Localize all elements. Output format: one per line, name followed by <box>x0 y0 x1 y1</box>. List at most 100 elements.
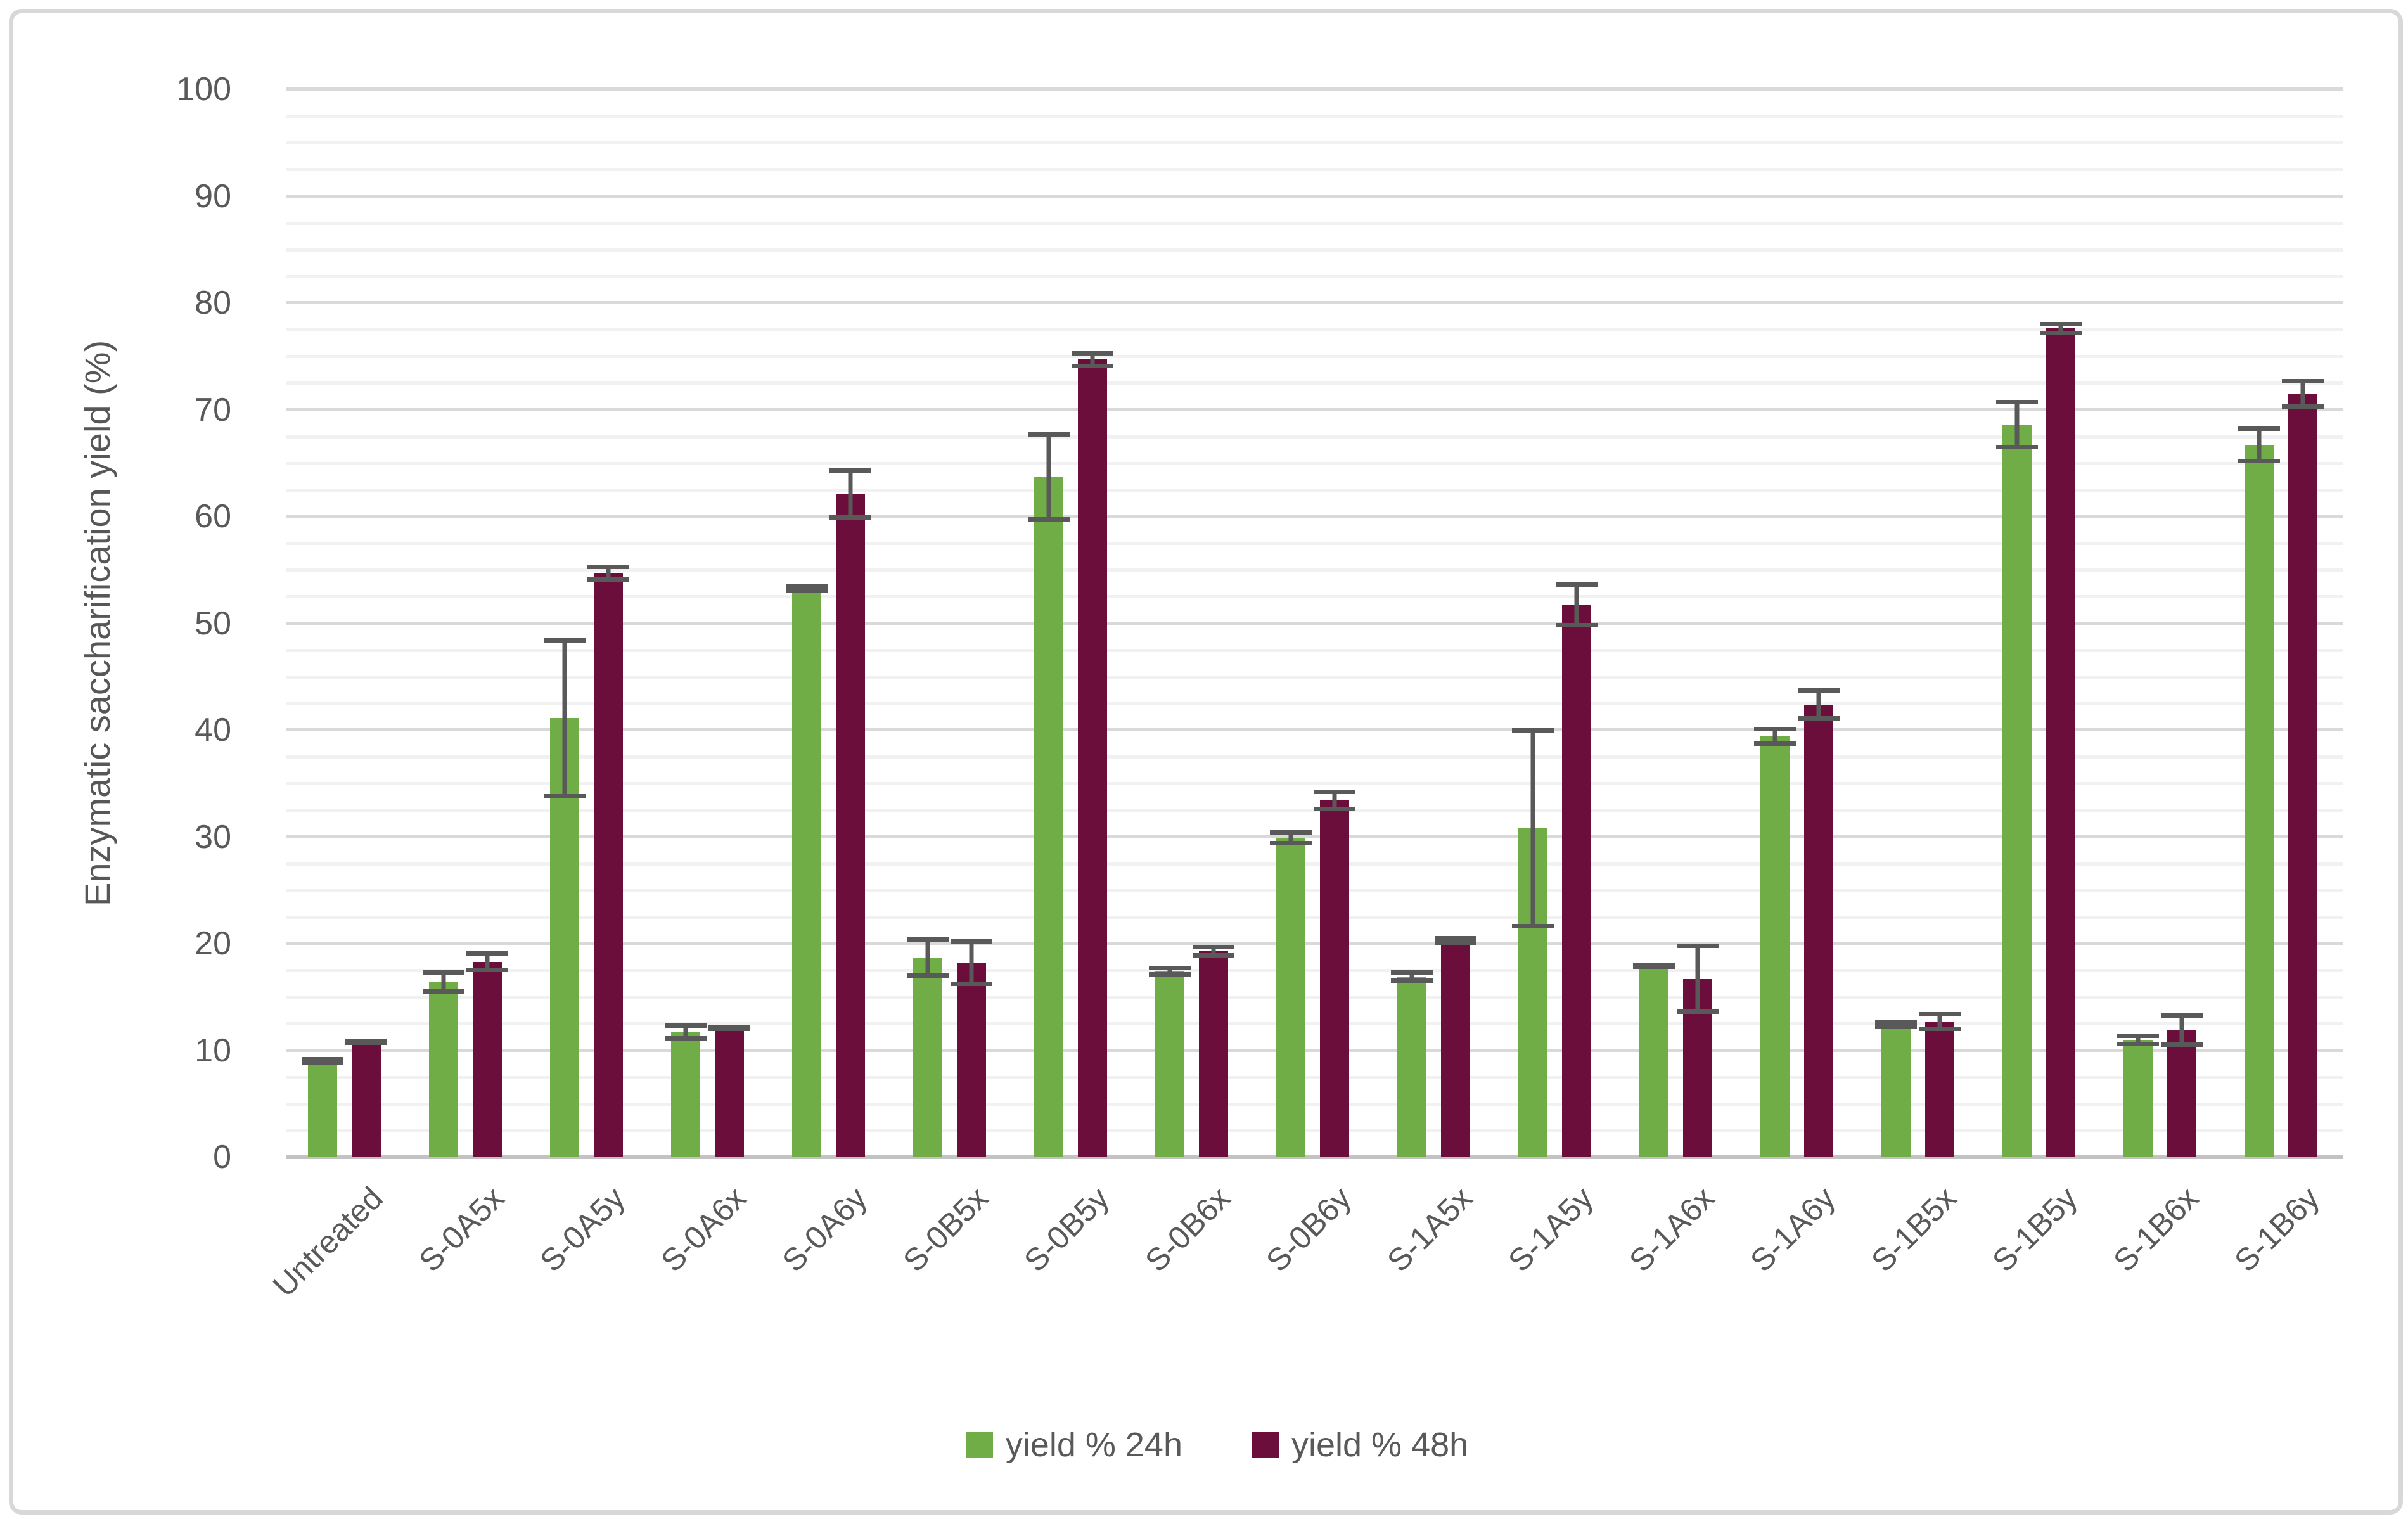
error-bar-whisker <box>848 468 853 520</box>
error-bar-whisker <box>2058 322 2063 335</box>
legend-label-48h: yield % 48h <box>1291 1426 1469 1464</box>
error-bar-cap-bottom <box>1390 978 1433 984</box>
minor-gridline <box>286 328 2343 332</box>
bar-48h-S-1B6x <box>2167 1030 2196 1157</box>
error-bar-cap-top <box>1149 966 1191 971</box>
error-bar-24h-S-0A5x <box>423 970 465 994</box>
error-bar-48h-S-0B5y <box>1072 350 1114 368</box>
error-bar-24h-S-1B5x <box>1874 1020 1917 1029</box>
minor-gridline <box>286 888 2343 892</box>
bar-24h-S-1B5y <box>2002 425 2032 1157</box>
error-bar-whisker <box>969 939 974 987</box>
error-bar-cap-bottom <box>1028 517 1070 522</box>
major-gridline <box>286 835 2343 838</box>
minor-gridline <box>286 862 2343 866</box>
minor-gridline <box>286 782 2343 786</box>
error-bar-24h-S-0B6x <box>1149 966 1191 977</box>
bar-24h-S-0B5x <box>913 957 943 1157</box>
error-bar-48h-S-0A6y <box>829 468 872 520</box>
error-bar-whisker <box>1772 726 1777 747</box>
error-bar-cap-top <box>2281 378 2324 383</box>
major-gridline <box>286 87 2343 91</box>
error-bar-24h-Untreated <box>302 1056 344 1066</box>
minor-gridline <box>286 675 2343 679</box>
bar-48h-S-0B5x <box>957 963 987 1157</box>
minor-gridline <box>286 648 2343 652</box>
error-bar-cap-bottom <box>587 577 630 582</box>
error-bar-24h-S-0B6y <box>1270 830 1312 845</box>
bar-24h-Untreated <box>308 1061 338 1157</box>
error-bar-cap-top <box>302 1056 344 1061</box>
minor-gridline <box>286 274 2343 278</box>
error-bar-48h-S-0B6y <box>1314 790 1355 812</box>
error-bar-cap-bottom <box>1555 623 1598 628</box>
error-bar-cap-top <box>1193 944 1235 949</box>
error-bar-whisker <box>2257 426 2262 463</box>
bar-48h-S-0B5y <box>1078 359 1108 1157</box>
error-bar-24h-S-1B5y <box>1995 400 2038 449</box>
y-axis-title: Enzymatic saccharification yield (%) <box>77 340 117 907</box>
minor-gridline <box>286 969 2343 973</box>
minor-gridline <box>286 1075 2343 1079</box>
error-bar-cap-bottom <box>302 1061 344 1066</box>
minor-gridline <box>286 915 2343 919</box>
error-bar-cap-bottom <box>2117 1041 2159 1046</box>
error-bar-48h-S-0A5y <box>587 564 630 582</box>
error-bar-cap-bottom <box>1995 444 2038 449</box>
error-bar-whisker <box>1816 688 1821 721</box>
x-category-label-S-1B6y: S-1B6y <box>2227 1180 2326 1279</box>
error-bar-cap-top <box>423 970 465 975</box>
bar-24h-S-1B6y <box>2244 445 2274 1157</box>
error-bar-whisker <box>1046 432 1051 522</box>
error-bar-whisker <box>1937 1011 1942 1032</box>
minor-gridline <box>286 488 2343 492</box>
error-bar-whisker <box>1409 970 1414 984</box>
plot-area <box>286 87 2343 1159</box>
error-bar-whisker <box>441 970 446 994</box>
x-category-label-S-0A6x: S-0A6x <box>654 1180 753 1279</box>
legend-swatch-24h <box>966 1432 993 1458</box>
error-bar-cap-bottom <box>466 968 509 973</box>
legend-item-24h: yield % 24h <box>966 1425 1182 1465</box>
error-bar-24h-S-1A6x <box>1632 963 1675 970</box>
major-gridline <box>286 301 2343 304</box>
x-category-label-S-1A5x: S-1A5x <box>1380 1180 1479 1279</box>
error-bar-24h-S-1A6y <box>1753 726 1796 747</box>
major-gridline <box>286 194 2343 198</box>
error-bar-48h-S-1B5x <box>1918 1011 1961 1032</box>
minor-gridline <box>286 141 2343 145</box>
minor-gridline <box>286 1022 2343 1026</box>
error-bar-cap-top <box>2238 426 2280 432</box>
minor-gridline <box>286 702 2343 705</box>
major-gridline <box>286 1048 2343 1052</box>
error-bar-48h-S-1A6y <box>1797 688 1840 721</box>
error-bar-48h-S-0B6x <box>1193 944 1235 958</box>
error-bar-cap-top <box>1555 582 1598 587</box>
minor-gridline <box>286 1129 2343 1132</box>
error-bar-whisker <box>485 951 490 973</box>
major-gridline <box>286 728 2343 731</box>
error-bar-cap-bottom <box>1874 1024 1917 1029</box>
error-bar-whisker <box>925 937 930 978</box>
bar-48h-S-0A6y <box>836 494 866 1157</box>
error-bar-24h-S-1A5x <box>1390 970 1433 984</box>
error-bar-cap-top <box>1676 944 1719 948</box>
error-bar-cap-top <box>2039 322 2082 327</box>
bar-24h-S-1A5x <box>1397 977 1426 1157</box>
error-bar-cap-top <box>1797 688 1840 693</box>
error-bar-48h-S-0A6x <box>708 1025 751 1032</box>
minor-gridline <box>286 996 2343 999</box>
error-bar-cap-top <box>1028 432 1070 437</box>
error-bar-cap-bottom <box>345 1041 388 1046</box>
x-category-label-S-0B6x: S-0B6x <box>1138 1180 1237 1279</box>
error-bar-whisker <box>2136 1033 2141 1046</box>
error-bar-24h-S-1B6x <box>2117 1033 2159 1046</box>
error-bar-cap-bottom <box>1149 972 1191 977</box>
error-bar-24h-S-0A6y <box>786 584 828 593</box>
legend-label-24h: yield % 24h <box>1005 1426 1182 1464</box>
error-bar-cap-bottom <box>829 515 872 520</box>
bar-24h-S-1A6y <box>1760 736 1790 1157</box>
error-bar-cap-bottom <box>423 989 465 994</box>
bar-48h-S-0B6x <box>1199 951 1229 1157</box>
bar-48h-S-1B5x <box>1924 1022 1954 1157</box>
